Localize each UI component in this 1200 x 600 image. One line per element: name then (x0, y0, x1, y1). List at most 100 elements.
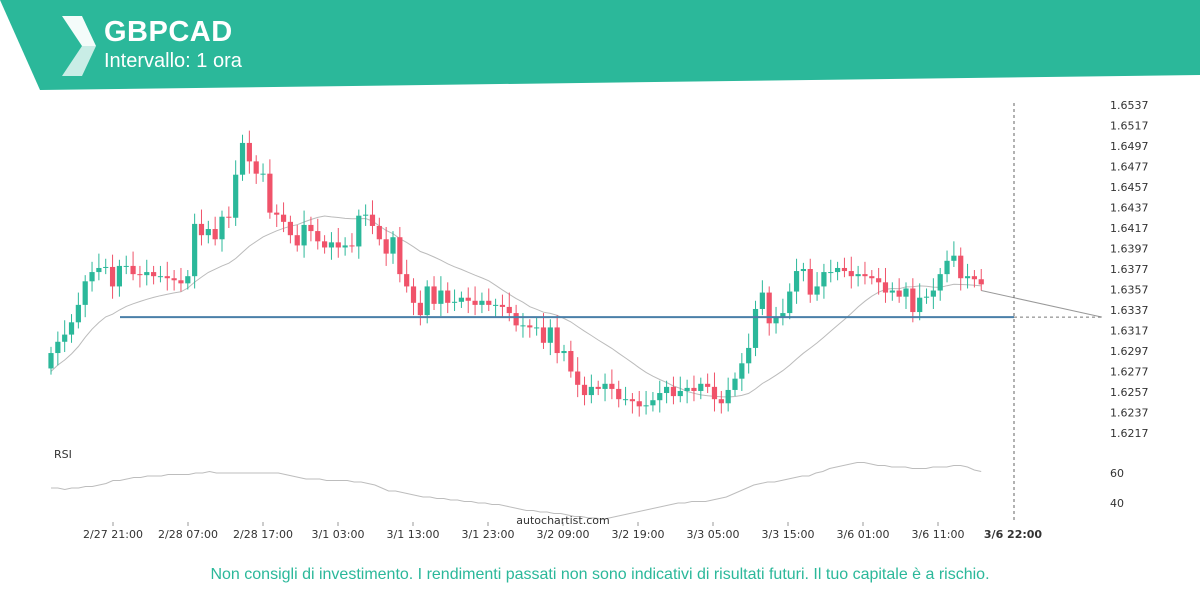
candle-body (410, 286, 417, 303)
candle-body (123, 265, 129, 267)
price-tick-label: 1.6257 (1110, 386, 1149, 399)
candle-body (363, 214, 369, 216)
candle-body (923, 296, 930, 298)
price-tick-label: 1.6417 (1110, 222, 1149, 235)
header-background (0, 0, 1200, 90)
candle-body (171, 278, 177, 281)
rsi-line (51, 462, 982, 521)
candle-body (520, 325, 526, 327)
candle-body (451, 301, 458, 303)
candle-body (75, 304, 81, 323)
candle-body (164, 276, 170, 279)
price-tick-label: 1.6437 (1110, 202, 1149, 215)
time-tick-label: 3/2 09:00 (537, 528, 590, 541)
candle-body (82, 281, 88, 305)
candle-body (752, 308, 759, 348)
candle-body (417, 302, 423, 316)
candle-body (821, 272, 827, 287)
price-chart: 1.6537 1.6517 1.6497 1.6477 1.6457 1.6437 1.64… (48, 99, 1149, 541)
candle-body (581, 384, 588, 396)
instrument-title: GBPCAD (104, 16, 233, 48)
candle-body (958, 255, 964, 279)
candle-body (506, 306, 512, 314)
candle-body (814, 286, 820, 295)
candle-body (793, 271, 800, 292)
price-tick-label: 1.6237 (1110, 407, 1149, 420)
candle-body (855, 274, 861, 277)
candle-body (787, 291, 793, 314)
candle-body (233, 174, 239, 218)
candle-body (253, 161, 259, 174)
candle-body (479, 300, 485, 305)
candle-body (267, 173, 273, 213)
candle-body (301, 224, 307, 246)
candle-body (684, 387, 690, 391)
candle-body (616, 388, 622, 400)
candle-body (561, 351, 567, 354)
candle-body (978, 279, 984, 285)
candle-body (937, 274, 943, 291)
candle-body (739, 363, 745, 379)
candle-body (116, 265, 122, 287)
candle-body (951, 255, 957, 261)
candle-body (732, 378, 738, 390)
candle-body (746, 347, 752, 364)
price-tick-label: 1.6497 (1110, 140, 1149, 153)
candle-body (711, 386, 718, 400)
candle-body (602, 383, 608, 389)
candle-body (137, 274, 143, 276)
candle-body (383, 239, 389, 254)
candle-body (274, 212, 280, 215)
candle-body (280, 214, 287, 222)
interval-label: Intervallo: 1 ora (104, 50, 242, 72)
candle-body (534, 327, 540, 329)
candle-body (322, 241, 328, 248)
candle-body (89, 272, 95, 282)
candle-body (677, 390, 683, 397)
candle-body (903, 288, 909, 297)
candle-body (198, 223, 205, 236)
candle-body (568, 351, 574, 372)
candle-body (404, 274, 410, 287)
candle-body (342, 245, 348, 248)
candle-body (670, 386, 677, 397)
candle-body (657, 393, 663, 401)
candle-body (643, 405, 649, 407)
candle-body (876, 278, 882, 283)
candle-body (308, 224, 314, 232)
candle-body (260, 173, 266, 175)
candle-body (226, 216, 232, 218)
candle-body (472, 300, 478, 305)
candle-body (151, 272, 157, 277)
disclaimer-text: Non consigli di investimento. I rendimen… (210, 566, 990, 583)
candle-body (55, 341, 61, 354)
rsi-label: RSI (54, 448, 72, 461)
time-tick-label: 3/3 05:00 (687, 528, 740, 541)
candle-body (882, 282, 889, 293)
candle-body (185, 276, 191, 284)
moving-average-path (50, 215, 982, 398)
candle-body (212, 229, 218, 240)
candle-body (766, 292, 772, 324)
price-tick-label: 1.6397 (1110, 243, 1149, 256)
candle-body (547, 327, 553, 343)
time-tick-label: 3/6 01:00 (837, 528, 890, 541)
candle-body (335, 242, 341, 248)
candle-body (807, 269, 813, 295)
candle-body (390, 237, 396, 254)
candle-body (68, 322, 75, 335)
candle-body (527, 325, 533, 328)
candle-body (465, 297, 471, 301)
candle-body (369, 214, 376, 226)
rsi-tick-label: 40 (1110, 497, 1124, 510)
candle-body (157, 276, 164, 278)
candle-body (62, 334, 68, 342)
candle-body (862, 274, 868, 277)
candle-body (828, 272, 834, 274)
time-tick-label: 2/27 21:00 (83, 528, 143, 541)
candle-body (629, 399, 635, 402)
candle-body (718, 399, 724, 404)
candle-body (499, 304, 506, 307)
candle-body (130, 265, 136, 275)
price-tick-label: 1.6297 (1110, 345, 1149, 358)
